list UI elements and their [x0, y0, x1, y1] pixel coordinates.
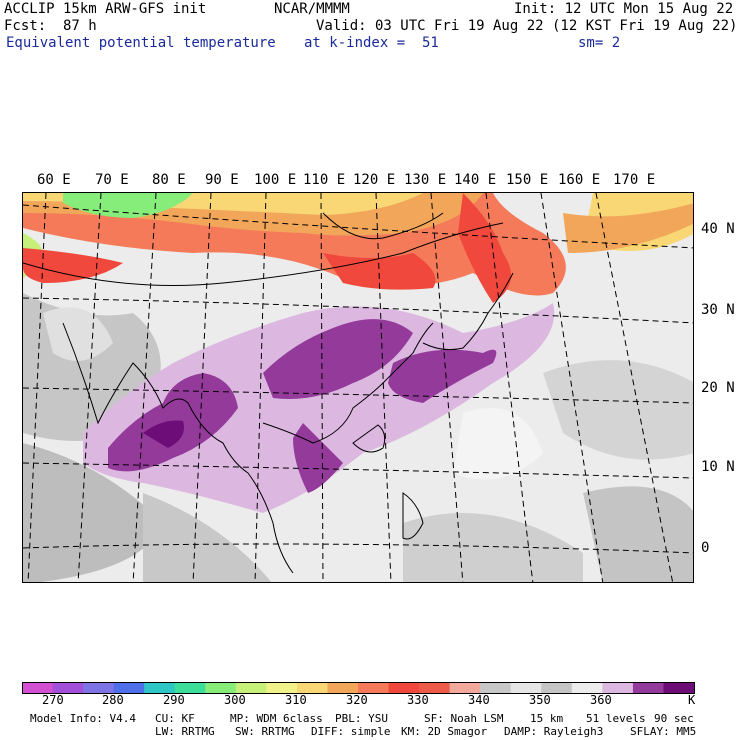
footer-sflay: SFLAY: MM5: [630, 725, 697, 738]
footer-km: KM: 2D Smagor: [401, 725, 488, 738]
colorbar-label: 270: [42, 693, 64, 707]
colorbar-cell: [144, 682, 176, 694]
lon-label: 140 E: [454, 172, 497, 188]
colorbar-label: 350: [529, 693, 551, 707]
org-label: NCAR/MMMM: [274, 1, 350, 17]
lon-label: 70 E: [95, 172, 129, 188]
footer-model-info: Model Info: V4.4: [30, 712, 136, 725]
coastline-map-icon: [23, 193, 693, 582]
colorbar: [22, 682, 695, 694]
colorbar-cell: [266, 682, 298, 694]
colorbar-cell: [541, 682, 573, 694]
colorbar-label: 320: [346, 693, 368, 707]
colorbar-cell: [419, 682, 451, 694]
colorbar-label: 280: [102, 693, 124, 707]
colorbar-cell: [296, 682, 328, 694]
footer-sf: SF: Noah LSM: [424, 712, 504, 725]
lon-label: 160 E: [558, 172, 601, 188]
colorbar-cell: [113, 682, 145, 694]
lon-label: 80 E: [152, 172, 186, 188]
lat-label: 30 N: [701, 302, 735, 318]
lat-label: 0: [701, 540, 710, 556]
colorbar-label: 330: [407, 693, 429, 707]
colorbar-cell: [449, 682, 481, 694]
colorbar-cell: [205, 682, 237, 694]
valid-time: Valid: 03 UTC Fri 19 Aug 22 (12 KST Fri …: [316, 18, 738, 34]
colorbar-cell: [602, 682, 634, 694]
lon-label: 170 E: [613, 172, 656, 188]
smooth-label: sm= 2: [578, 35, 621, 51]
lon-label: 110 E: [303, 172, 346, 188]
footer-diff: DIFF: simple: [311, 725, 391, 738]
colorbar-cell: [83, 682, 115, 694]
colorbar-cell: [663, 682, 695, 694]
colorbar-label: 310: [285, 693, 307, 707]
lon-label: 120 E: [353, 172, 396, 188]
colorbar-label: 360: [590, 693, 612, 707]
colorbar-cell: [571, 682, 603, 694]
colorbar-cell: [632, 682, 664, 694]
colorbar-cell: [174, 682, 206, 694]
colorbar-unit: K: [688, 693, 696, 707]
footer-lw: LW: RRTMG: [155, 725, 215, 738]
footer-sw: SW: RRTMG: [235, 725, 295, 738]
footer-pbl: PBL: YSU: [335, 712, 388, 725]
lat-label: 10 N: [701, 459, 735, 475]
colorbar-label: 340: [468, 693, 490, 707]
colorbar-cell: [52, 682, 84, 694]
footer-levels: 51 levels: [586, 712, 646, 725]
init-time: Init: 12 UTC Mon 15 Aug 22: [514, 1, 734, 17]
level-label: at k-index = 51: [304, 35, 439, 51]
lon-label: 90 E: [205, 172, 239, 188]
model-title: ACCLIP 15km ARW-GFS init: [4, 1, 207, 17]
lon-label: 60 E: [37, 172, 71, 188]
colorbar-cell: [510, 682, 542, 694]
footer-cu: CU: KF: [155, 712, 195, 725]
fcst-label: Fcst:: [4, 18, 47, 34]
footer-res: 15 km: [530, 712, 564, 725]
colorbar-cell: [358, 682, 390, 694]
colorbar-cell: [480, 682, 512, 694]
footer-dt: 90 sec: [654, 712, 694, 725]
lat-label: 20 N: [701, 380, 735, 396]
lon-label: 150 E: [506, 172, 549, 188]
colorbar-cell: [22, 682, 54, 694]
footer-damp: DAMP: Rayleigh3: [504, 725, 604, 738]
fcst-value: 87 h: [63, 18, 97, 34]
footer-mp: MP: WDM 6class: [230, 712, 323, 725]
theta-e-map: [22, 192, 694, 583]
colorbar-cell: [327, 682, 359, 694]
field-name: Equivalent potential temperature: [6, 35, 276, 51]
colorbar-cell: [235, 682, 267, 694]
colorbar-label: 300: [224, 693, 246, 707]
lat-label: 40 N: [701, 221, 735, 237]
colorbar-label: 290: [163, 693, 185, 707]
lon-label: 100 E: [254, 172, 297, 188]
colorbar-cell: [388, 682, 420, 694]
lon-label: 130 E: [404, 172, 447, 188]
